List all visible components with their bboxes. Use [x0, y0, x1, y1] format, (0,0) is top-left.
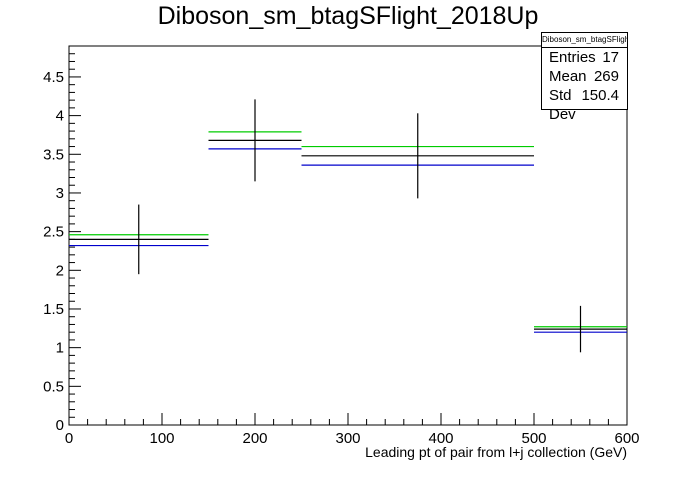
x-tick-label: 400 — [428, 430, 453, 447]
stats-row-mean: Mean 269 — [542, 67, 627, 86]
y-tick-label: 4 — [56, 108, 64, 125]
y-tick-label: 1.5 — [43, 301, 64, 318]
chart-title: Diboson_sm_btagSFlight_2018Up — [157, 2, 539, 30]
y-tick-label: 4.5 — [43, 69, 64, 86]
x-tick-label: 0 — [65, 430, 73, 447]
stats-entries-label: Entries — [549, 49, 596, 66]
stats-row-entries: Entries 17 — [542, 48, 627, 67]
stats-name: Diboson_sm_btagSFlight_2018Up — [542, 33, 627, 48]
y-tick-label: 2.5 — [43, 224, 64, 241]
stats-stddev-value: 150.4 — [581, 87, 619, 104]
y-tick-label: 2 — [56, 262, 64, 279]
x-tick-label: 100 — [149, 430, 174, 447]
x-tick-label: 500 — [521, 430, 546, 447]
stats-mean-value: 269 — [593, 68, 619, 85]
stats-row-stddev: Std Dev 150.4 — [542, 86, 627, 124]
x-tick-label: 200 — [242, 430, 267, 447]
x-tick-label: 300 — [335, 430, 360, 447]
y-tick-label: 3.5 — [43, 146, 64, 163]
x-tick-label: 600 — [614, 430, 639, 447]
y-tick-label: 3 — [56, 185, 64, 202]
stats-entries-value: 17 — [602, 49, 619, 66]
stats-stddev-label: Std Dev — [549, 87, 576, 123]
stats-mean-label: Mean — [549, 68, 587, 85]
stats-box: Diboson_sm_btagSFlight_2018Up Entries 17… — [541, 32, 628, 123]
y-tick-label: 0 — [56, 417, 64, 434]
y-tick-label: 1 — [56, 340, 64, 357]
y-tick-label: 0.5 — [43, 378, 64, 395]
x-axis-label: Leading pt of pair from l+j collection (… — [365, 444, 627, 460]
